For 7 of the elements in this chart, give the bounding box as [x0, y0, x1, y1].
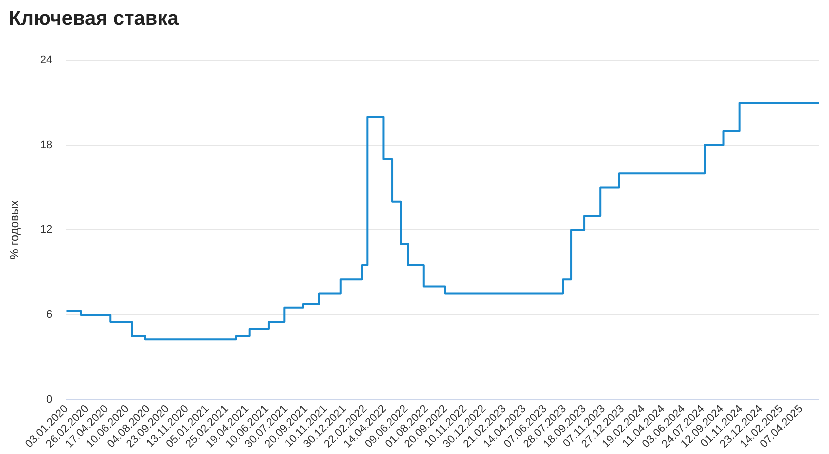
chart-title: Ключевая ставка — [9, 8, 179, 31]
y-tick-label: 12 — [40, 224, 53, 236]
y-axis-title: % годовых — [8, 200, 22, 260]
y-tick-label: 0 — [46, 394, 53, 406]
y-tick-label: 6 — [46, 308, 53, 321]
y-tick-label: 24 — [40, 54, 53, 67]
y-tick-label: 18 — [40, 139, 53, 152]
